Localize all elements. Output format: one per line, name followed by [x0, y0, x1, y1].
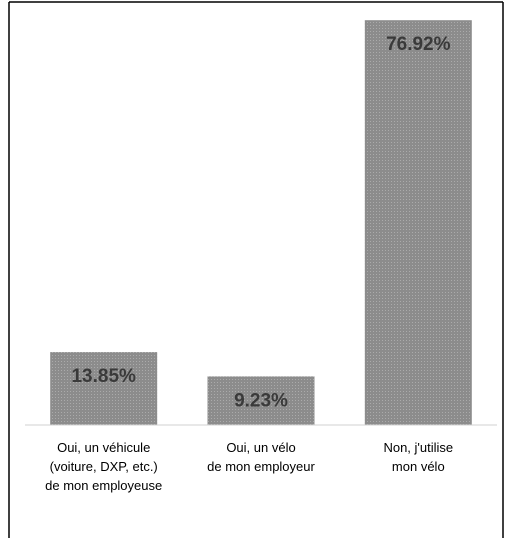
category-label-2-line-2: de mon employeur [207, 459, 315, 474]
category-label-1-line-2: (voiture, DXP, etc.) [50, 459, 158, 474]
bar-1 [50, 352, 158, 425]
bar-value-label-3: 76.92% [386, 34, 451, 55]
category-label-2-line-1: Oui, un vélo [226, 440, 295, 455]
bar-2 [207, 376, 315, 425]
category-label-1-line-1: Oui, un véhicule [57, 440, 150, 455]
bar-value-label-1: 13.85% [71, 366, 136, 387]
bar-3 [364, 20, 472, 425]
bar-value-label-2: 9.23% [234, 390, 288, 411]
category-label-3-line-1: Non, j'utilise [383, 440, 453, 455]
category-label-1-line-3: de mon employeuse [45, 478, 162, 493]
category-label-3-line-2: mon vélo [392, 459, 445, 474]
